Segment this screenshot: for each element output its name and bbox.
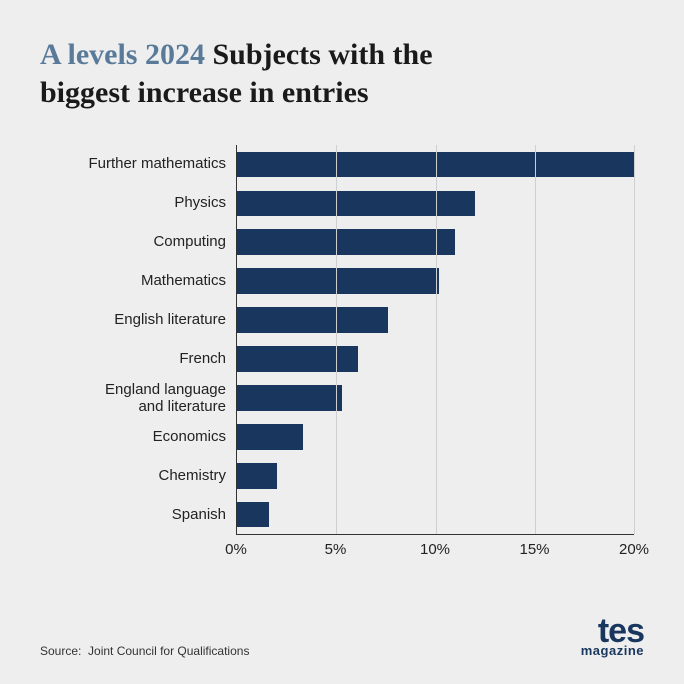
x-tick-label: 0% — [225, 541, 247, 558]
bar — [237, 191, 475, 217]
y-axis-labels: Further mathematicsPhysicsComputingMathe… — [60, 145, 236, 535]
y-tick-label: Further mathematics — [60, 145, 236, 184]
bar — [237, 229, 455, 255]
source-text: Joint Council for Qualifications — [88, 644, 249, 658]
plot-area — [236, 145, 634, 535]
grid-line — [436, 145, 437, 534]
x-tick-label: 10% — [420, 541, 450, 558]
y-tick-label: French — [60, 340, 236, 379]
logo-brand: tes — [581, 618, 644, 645]
x-axis-labels: 0%5%10%15%20% — [236, 535, 634, 559]
y-tick-label: Chemistry — [60, 457, 236, 496]
x-tick-label: 15% — [519, 541, 549, 558]
source-label: Source: — [40, 644, 81, 658]
title-main-1: Subjects with the — [205, 38, 433, 71]
title-prefix: A levels 2024 — [40, 38, 205, 71]
y-tick-label: Computing — [60, 223, 236, 262]
bar — [237, 502, 269, 528]
bar — [237, 385, 342, 411]
y-tick-label: Economics — [60, 418, 236, 457]
grid-line — [535, 145, 536, 534]
bar — [237, 307, 388, 333]
grid-line — [336, 145, 337, 534]
bar — [237, 463, 277, 489]
y-tick-label: England languageand literature — [60, 379, 236, 418]
x-tick-label: 20% — [619, 541, 649, 558]
x-tick-label: 5% — [325, 541, 347, 558]
source-line: Source: Joint Council for Qualifications — [40, 644, 249, 658]
y-tick-label: English literature — [60, 301, 236, 340]
footer: Source: Joint Council for Qualifications… — [40, 618, 644, 658]
y-tick-label: Spanish — [60, 496, 236, 535]
brand-logo: tes magazine — [581, 618, 644, 658]
bar — [237, 268, 439, 294]
bar-chart: Further mathematicsPhysicsComputingMathe… — [60, 145, 644, 559]
bar — [237, 424, 303, 450]
y-tick-label: Physics — [60, 184, 236, 223]
bar — [237, 346, 358, 372]
grid-line — [634, 145, 635, 534]
logo-sub: magazine — [581, 643, 644, 658]
y-tick-label: Mathematics — [60, 262, 236, 301]
chart-title: A levels 2024 Subjects with the biggest … — [40, 36, 644, 111]
title-main-2: biggest increase in entries — [40, 76, 369, 109]
